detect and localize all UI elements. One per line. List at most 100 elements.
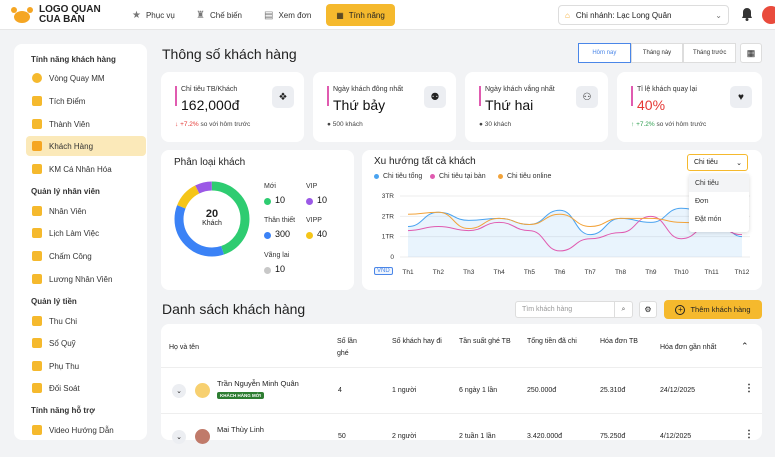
arrow-up-icon: ↑ — [631, 121, 635, 128]
nav-che-bien[interactable]: ♜ Chế biến — [196, 9, 242, 21]
crab-logo-icon — [11, 7, 33, 23]
x-tick-label: Th1 — [402, 269, 414, 276]
video-icon — [32, 425, 42, 435]
more-icon[interactable]: ⋮ — [744, 383, 754, 394]
y-tick-label: 2TR — [382, 213, 395, 220]
nav-phuc-vu[interactable]: ★ Phục vụ — [132, 9, 175, 21]
chevron-down-icon[interactable]: ⌄ — [172, 430, 186, 444]
nav-tinh-nang[interactable]: ▦ Tính năng — [326, 4, 395, 26]
sidebar-item-nhan-vien[interactable]: Nhân Viên — [26, 201, 146, 221]
trend-legend-online: Chi tiêu online — [498, 173, 551, 180]
sidebar-item-tich-diem[interactable]: Tích Điểm — [26, 91, 146, 111]
sidebar-item-vong-quay[interactable]: Vòng Quay MM — [26, 68, 146, 88]
stat-change: ↓ +7.2% so với hôm trước — [175, 121, 250, 128]
legend-label: VIPP — [306, 217, 322, 224]
chevron-up-down-icon[interactable]: ⌃ — [741, 341, 749, 351]
x-tick-label: Th9 — [645, 269, 657, 276]
column-header: Hóa đơn gần nhất — [660, 344, 717, 351]
column-header: Họ và tên — [169, 344, 199, 351]
page-title: Thông số khách hàng — [162, 46, 297, 62]
exchange-icon — [32, 316, 42, 326]
stat-label: Ngày khách vắng nhất — [485, 86, 555, 93]
stat-sub-text: 30 khách — [484, 121, 512, 128]
column-header: Tần suất ghé TB — [459, 338, 511, 345]
column-header: Số lần ghé — [337, 338, 357, 357]
y-tick-label: 3TR — [382, 193, 395, 200]
stat-card-busiest-day: Ngày khách đông nhất Thứ bảy ● 500 khách… — [313, 72, 456, 142]
period-tabs: Hôm nay Tháng này Tháng trước — [578, 43, 737, 63]
customer-name: Mai Thùy Linh — [217, 425, 264, 434]
sidebar-item-cham-cong[interactable]: Chấm Công — [26, 246, 146, 266]
plus-icon: + — [675, 304, 686, 315]
arrow-down-icon: ↓ — [175, 121, 179, 128]
legend-label: Chi tiêu tại bàn — [439, 173, 486, 180]
chevron-down-icon: ⌄ — [736, 159, 742, 167]
money-icon: ❖ — [272, 86, 294, 108]
x-tick-label: Th11 — [704, 269, 719, 276]
logo[interactable]: LOGO QUAN CUA BAN — [10, 4, 120, 26]
stat-label: Tỉ lệ khách quay lại — [637, 86, 697, 93]
legend-value: 40 — [317, 229, 328, 239]
more-icon[interactable]: ⋮ — [744, 429, 754, 440]
metric-dropdown[interactable]: Chi tiêu ⌄ — [687, 154, 748, 171]
calendar-icon: ▦ — [746, 47, 756, 58]
dropdown-value: Chi tiêu — [694, 159, 718, 166]
stat-value: 40% — [637, 97, 666, 113]
frequency: 6 ngày 1 lần — [459, 387, 498, 394]
sidebar-group-title: Quản lý nhân viên — [31, 187, 100, 196]
sidebar-item-khach-hang[interactable]: Khách Hàng — [26, 136, 146, 156]
x-tick-label: Th4 — [493, 269, 505, 276]
trend-legend-total: Chi tiêu tổng — [374, 173, 422, 180]
stat-change-text: so với hôm trước — [200, 121, 251, 128]
donut-total-label: Khách — [202, 220, 222, 227]
search-input[interactable]: Tìm khách hàng ⌕ — [515, 301, 633, 318]
stat-card-avg-spend: Chỉ tiêu TB/Khách 162,000đ ↓ +7.2% so vớ… — [161, 72, 304, 142]
y-tick-label: 1TR — [382, 234, 395, 241]
filter-button[interactable]: ⚙ — [639, 301, 657, 318]
sidebar-item-doi-soat[interactable]: Đối Soát — [26, 378, 146, 398]
classify-donut — [174, 181, 250, 257]
stat-change-value: +7.2% — [180, 121, 199, 128]
legend-vip: VIP 10 — [306, 183, 327, 205]
avatar — [195, 383, 210, 398]
sidebar-item-thanh-vien[interactable]: Thành Viên — [26, 114, 146, 134]
tab-last-month[interactable]: Tháng trước — [683, 43, 737, 63]
grid-icon: ▦ — [336, 10, 344, 20]
chevron-down-icon[interactable]: ⌄ — [172, 384, 186, 398]
heart-icon: ♥ — [730, 86, 752, 108]
sidebar-item-phu-thu[interactable]: Phụ Thu — [26, 356, 146, 376]
nav-xem-don[interactable]: ▤ Xem đơn — [264, 9, 312, 21]
legend-label: Chi tiêu tổng — [383, 173, 423, 180]
option-don[interactable]: Đơn — [695, 197, 709, 205]
calendar-icon — [32, 228, 42, 238]
sidebar-item-thu-chi[interactable]: Thu Chi — [26, 311, 146, 331]
sidebar-item-lich[interactable]: Lịch Làm Việc — [26, 223, 146, 243]
legend-walkin: Vãng lai 10 — [264, 252, 289, 274]
sidebar-item-luong[interactable]: Lương Nhân Viên — [26, 269, 146, 289]
x-tick-label: Th5 — [524, 269, 536, 276]
legend-label: VIP — [306, 183, 318, 190]
option-dat-mon[interactable]: Đặt món — [695, 215, 722, 223]
column-header: Tổng tiền đã chi — [527, 338, 577, 345]
column-header: Số khách hay đi — [392, 338, 442, 345]
tab-today[interactable]: Hôm nay — [578, 43, 631, 63]
sidebar-item-video[interactable]: Video Hướng Dẫn — [26, 420, 146, 440]
option-chi-tieu[interactable]: Chi tiêu — [689, 174, 749, 192]
table-row[interactable]: ⌄ Trần Nguyễn Minh Quân KHÁCH HÀNG MỚI 4… — [161, 367, 762, 411]
wheel-icon — [32, 73, 42, 83]
add-customer-button[interactable]: + Thêm khách hàng — [664, 300, 762, 319]
last-bill: 4/12/2025 — [660, 433, 692, 440]
bell-icon[interactable] — [741, 7, 753, 23]
tab-this-month[interactable]: Tháng này — [630, 43, 684, 63]
calendar-button[interactable]: ▦ — [740, 43, 762, 63]
table-row[interactable]: ⌄ Mai Thùy Linh 50 2 người 2 tuần 1 lần … — [161, 413, 762, 457]
search-icon[interactable]: ⌕ — [614, 302, 632, 317]
store-icon: ⌂ — [565, 10, 570, 20]
legend-value: 10 — [317, 195, 328, 205]
stat-sub: ● 30 khách — [479, 121, 511, 128]
x-tick-label: Th12 — [735, 269, 750, 276]
branch-select[interactable]: ⌂ Chi nhánh: Lạc Long Quân ⌄ — [558, 5, 729, 25]
sidebar-item-km[interactable]: KM Cá Nhân Hóa — [26, 159, 146, 179]
avatar[interactable] — [762, 6, 775, 24]
sidebar-item-so-quy[interactable]: Sổ Quỹ — [26, 333, 146, 353]
